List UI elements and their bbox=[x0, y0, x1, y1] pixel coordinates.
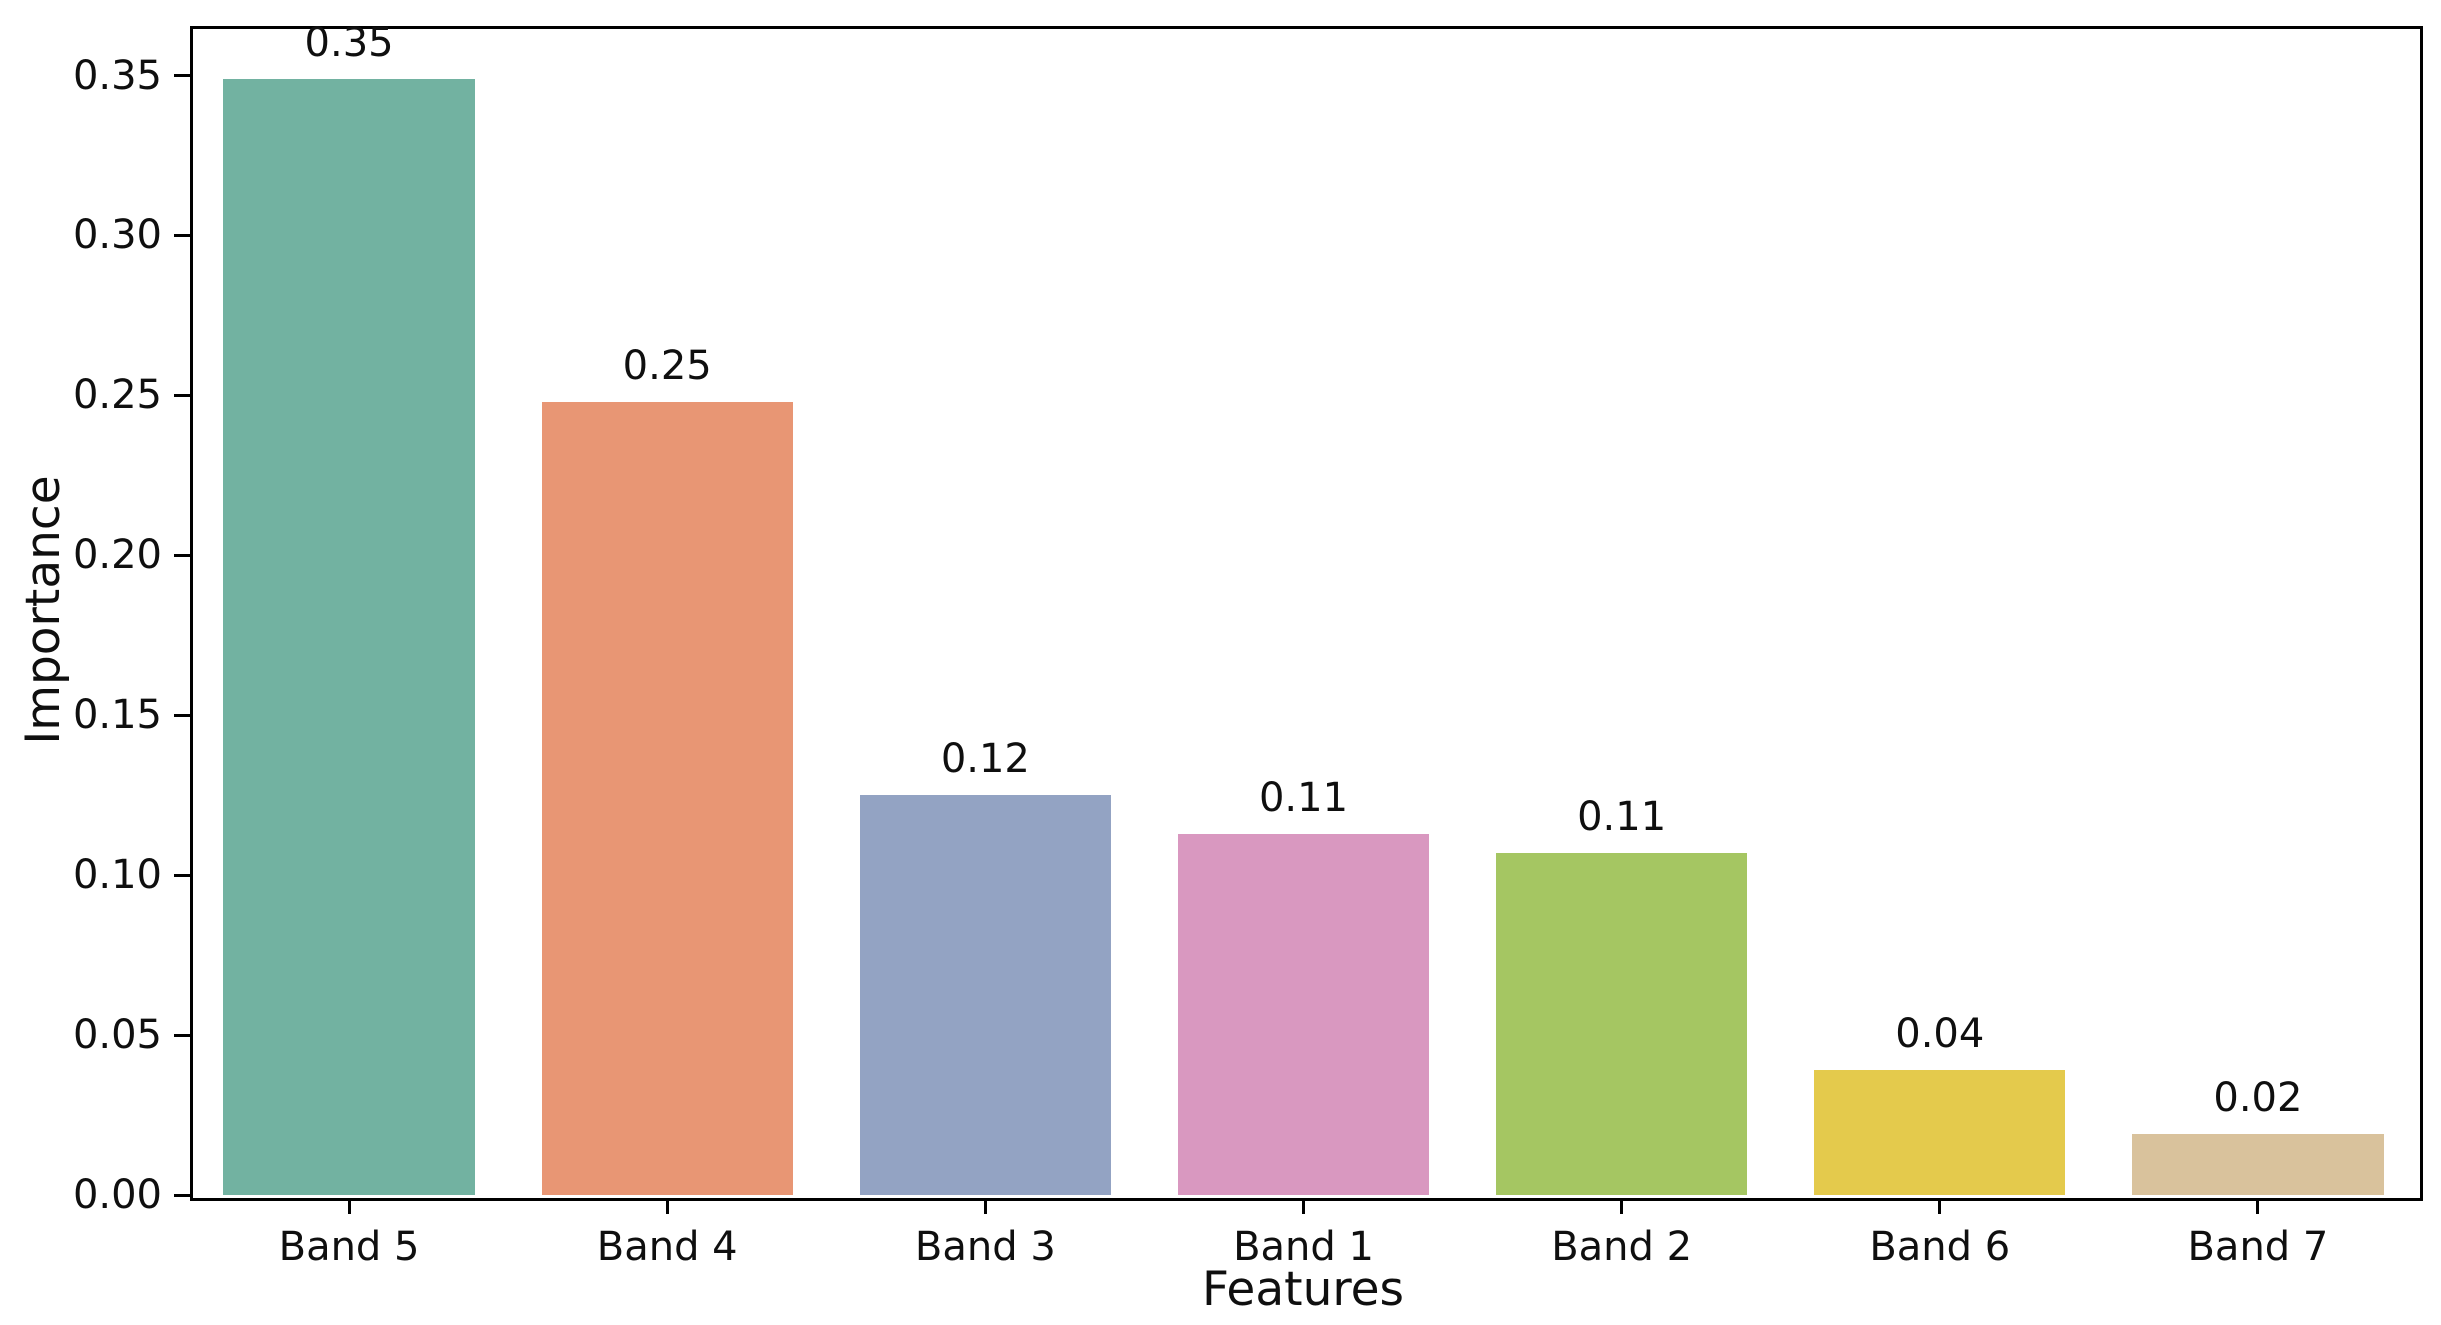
bar-value-label: 0.11 bbox=[1258, 774, 1349, 821]
y-tick-label: 0.20 bbox=[72, 532, 162, 579]
y-tick bbox=[174, 1193, 190, 1197]
y-tick-label: 0.15 bbox=[72, 692, 162, 739]
bar-band-5 bbox=[223, 78, 475, 1195]
bar-value-label: 0.35 bbox=[304, 19, 394, 66]
x-tick-label: Band 3 bbox=[914, 1224, 1056, 1270]
x-tick bbox=[1938, 1198, 1942, 1214]
x-tick bbox=[1620, 1198, 1624, 1214]
x-tick-label: Band 6 bbox=[1869, 1224, 2011, 1270]
bar-value-label: 0.11 bbox=[1577, 793, 1667, 840]
y-tick-label: 0.35 bbox=[72, 52, 162, 99]
x-tick-label: Band 7 bbox=[2187, 1224, 2329, 1270]
x-tick bbox=[665, 1198, 669, 1214]
y-tick-label: 0.10 bbox=[72, 852, 162, 899]
x-tick bbox=[1302, 1198, 1305, 1214]
x-tick bbox=[983, 1198, 987, 1214]
bar-band-3 bbox=[859, 795, 1112, 1195]
y-tick-label: 0.25 bbox=[72, 372, 162, 419]
bar-band-4 bbox=[541, 401, 793, 1195]
bar-band-7 bbox=[2132, 1134, 2384, 1195]
x-tick-label: Band 2 bbox=[1551, 1224, 1693, 1270]
x-tick-label: Band 5 bbox=[278, 1224, 420, 1270]
y-tick bbox=[174, 393, 190, 397]
y-axis-title: Importance bbox=[16, 475, 71, 745]
y-tick bbox=[174, 873, 190, 877]
x-tick bbox=[2256, 1198, 2260, 1214]
y-tick bbox=[174, 713, 190, 717]
bar-band-1 bbox=[1177, 833, 1430, 1195]
bar-band-6 bbox=[1814, 1070, 2066, 1195]
bar-value-label: 0.04 bbox=[1895, 1011, 1985, 1058]
x-tick-label: Band 4 bbox=[596, 1224, 738, 1270]
x-axis-title: Features bbox=[1201, 1262, 1405, 1317]
y-tick-label: 0.30 bbox=[72, 212, 162, 259]
y-tick-label: 0.05 bbox=[72, 1012, 162, 1059]
y-tick bbox=[174, 553, 190, 557]
bar-value-label: 0.25 bbox=[622, 342, 712, 389]
y-tick bbox=[174, 233, 190, 237]
x-tick bbox=[347, 1198, 351, 1214]
bar-value-label: 0.02 bbox=[2213, 1075, 2303, 1122]
y-tick-label: 0.00 bbox=[72, 1172, 162, 1218]
y-tick bbox=[174, 1033, 190, 1037]
bar-value-label: 0.12 bbox=[940, 736, 1030, 783]
x-tick-label: Band 1 bbox=[1233, 1224, 1374, 1270]
bar-band-2 bbox=[1495, 852, 1748, 1195]
y-tick bbox=[174, 74, 190, 78]
